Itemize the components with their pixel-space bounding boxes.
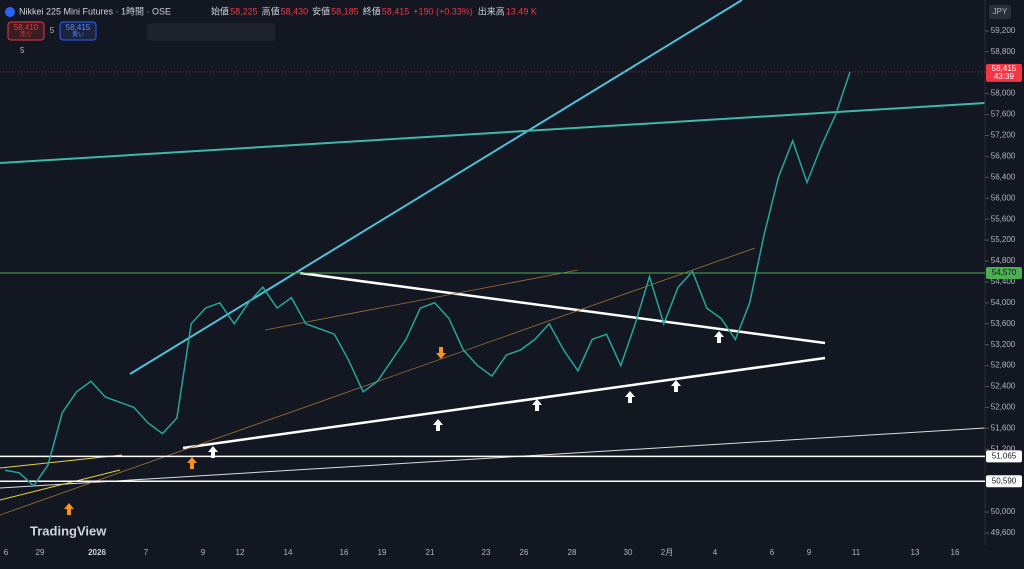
countdown: 43:39 [994,72,1015,81]
price-tag [986,267,1022,280]
sell-label: 売り [20,31,32,39]
y-tick-label: 55,200 [991,235,1016,244]
ohlc-label: 安値 [312,5,330,16]
y-tick-label: 53,200 [991,340,1016,349]
buy-price: 58,415 [66,23,91,32]
y-tick-label: 54,800 [991,256,1016,265]
x-tick-label: 9 [201,548,206,557]
change: +190 (+0.33%) [413,6,473,16]
x-tick-label: 13 [911,548,920,557]
currency: JPY [993,7,1008,16]
y-tick-label: 53,600 [991,319,1016,328]
sell-button[interactable] [7,21,45,41]
x-tick-label: 16 [340,548,349,557]
indicators-count[interactable]: 5 [20,46,25,55]
ohlc-value: 58,185 [331,6,359,16]
buy-button[interactable] [59,21,97,41]
volume: 13.49 K [506,6,537,16]
drawings [0,0,986,516]
ohlc-label: 高値 [262,5,280,16]
x-tick-label: 14 [284,548,293,557]
x-tick-label: 4 [713,548,718,557]
y-tick-label: 57,200 [991,131,1016,140]
currency-button[interactable] [989,5,1011,19]
x-tick-label: 28 [568,548,577,557]
x-tick-label: 21 [426,548,435,557]
y-tick-label: 52,000 [991,403,1016,412]
buy-label: 買い [72,32,84,39]
price-tag [986,450,1022,463]
y-tick-label: 51,200 [991,444,1016,453]
y-tick-label: 52,400 [991,382,1016,391]
y-tick-label: 57,600 [991,110,1016,119]
x-tick-label: 19 [378,548,387,557]
x-tick-label: 2月 [661,548,673,557]
ohlc-value: 58,225 [230,6,258,16]
y-tick-label: 59,200 [991,26,1016,35]
y-tick-label: 56,400 [991,172,1016,181]
y-tick-label: 52,800 [991,361,1016,370]
ohlc-label: 終値 [363,5,381,16]
sell-price: 58,410 [14,23,39,32]
volume-label: 出来高 [478,5,505,16]
x-tick-label: 2026 [88,548,106,557]
price-tag-label: 54,570 [992,268,1017,277]
y-tick-label: 50,000 [991,507,1016,516]
ohlc-value: 58,415 [382,6,410,16]
x-tick-label: 29 [36,548,45,557]
header: Nikkei 225 Mini Futures · 1時間 · OSE 58,4… [5,5,1011,55]
y-tick-label: 58,000 [991,89,1016,98]
drawing-toolbar[interactable] [147,23,275,41]
price-tag-label: 51,065 [992,451,1017,460]
x-tick-label: 11 [852,548,861,557]
price-tag [986,475,1022,488]
x-tick-label: 26 [520,548,529,557]
symbol: Nikkei 225 Mini Futures · 1時間 · OSE [19,6,171,16]
last-price-tag [986,63,1022,82]
arrows [64,331,724,515]
y-tick-label: 49,600 [991,528,1016,537]
x-tick-label: 16 [951,548,960,557]
x-tick-label: 6 [770,548,775,557]
y-tick-label: 58,800 [991,47,1016,56]
x-tick-label: 30 [624,548,633,557]
x-tick-label: 9 [807,548,812,557]
ohlc-label: 始値 [211,5,229,16]
y-tick-label: 51,600 [991,423,1016,432]
x-tick-label: 7 [144,548,149,557]
y-tick-label: 56,000 [991,193,1016,202]
spread: 5 [50,26,55,35]
y-tick-label: 54,000 [991,298,1016,307]
ohlc-value: 58,430 [281,6,309,16]
logo: TradingView [30,523,107,538]
x-tick-label: 12 [236,548,245,557]
y-tick-label: 54,400 [991,277,1016,286]
price-line-series [4,71,851,488]
last-price-label: 58,415 [992,64,1017,73]
x-tick-label: 23 [482,548,491,557]
x-tick-label: 6 [4,548,9,557]
y-tick-label: 56,800 [991,151,1016,160]
price-tag-label: 50,590 [992,476,1017,485]
y-tick-label: 55,600 [991,214,1016,223]
